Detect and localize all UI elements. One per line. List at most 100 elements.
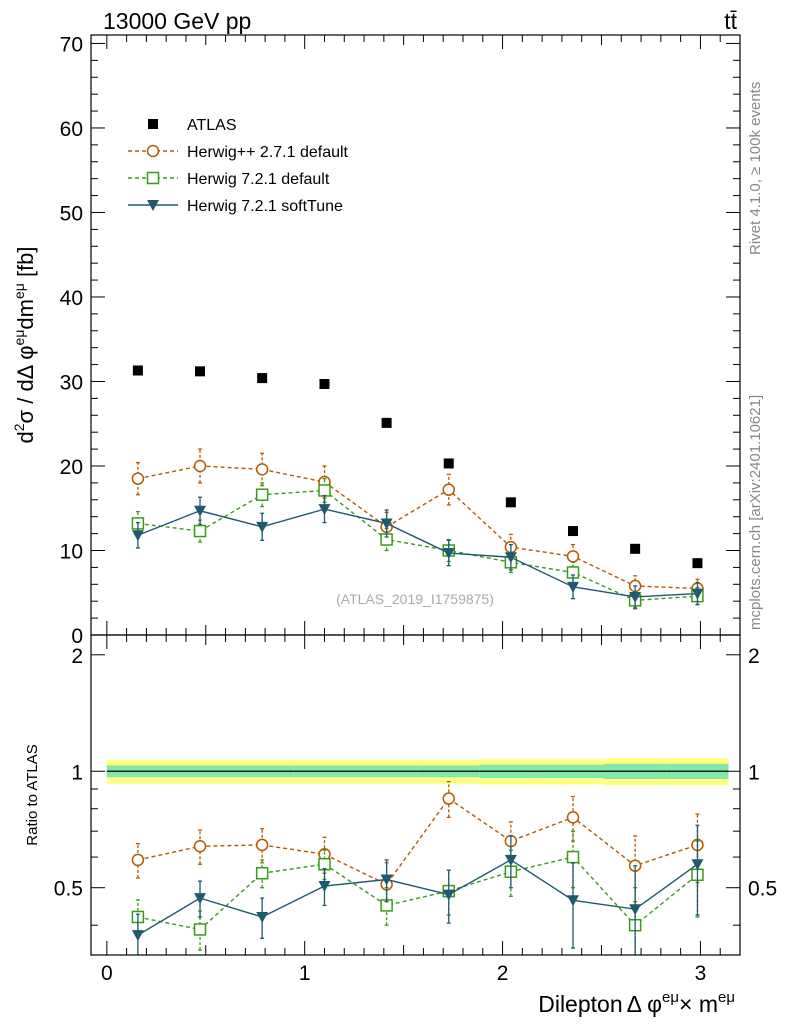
legend-item-softtune: Herwig 7.2.1 softTune bbox=[128, 198, 343, 215]
ratio-y-tick-label-right: 1 bbox=[748, 761, 760, 784]
process-label: tt̄ bbox=[724, 8, 737, 34]
data-point bbox=[442, 483, 455, 496]
data-point bbox=[255, 488, 269, 501]
ratio-uncertainty-band bbox=[106, 758, 729, 786]
ratio-y-tick-label: 2 bbox=[71, 645, 83, 668]
data-point bbox=[568, 526, 579, 537]
legend-label: Herwig 7.2.1 default bbox=[187, 171, 330, 188]
x-tick-label: 0 bbox=[101, 962, 113, 985]
ratio-data-point bbox=[193, 923, 207, 936]
legend-item-herwigpp: Herwig++ 2.7.1 default bbox=[128, 144, 349, 161]
data-point bbox=[442, 548, 455, 560]
legend-item-atlas: ATLAS bbox=[148, 117, 237, 134]
legend-label: Herwig++ 2.7.1 default bbox=[187, 144, 349, 161]
ratio-data-point bbox=[504, 854, 517, 866]
data-point bbox=[505, 497, 516, 508]
ratio-data-point bbox=[566, 811, 580, 824]
ratio-ylabel: Ratio to ATLAS bbox=[24, 744, 41, 845]
ratio-data-point bbox=[193, 839, 207, 853]
legend-label: Herwig 7.2.1 softTune bbox=[187, 198, 343, 215]
series-line bbox=[137, 508, 698, 598]
y-tick-label: 20 bbox=[60, 456, 83, 479]
data-point bbox=[381, 417, 392, 428]
series-herwigpp bbox=[131, 448, 704, 599]
data-point bbox=[692, 558, 703, 569]
legend-item-herwig721: Herwig 7.2.1 default bbox=[128, 171, 330, 188]
ratio-ticks: 0.5 0.5 1 1 2 2 0 1 2 3 bbox=[54, 635, 777, 985]
source-label: mcplots.cern.ch [arXiv:2401.10621] bbox=[747, 395, 764, 630]
main-ticks: 0 10 20 30 40 50 60 70 bbox=[60, 33, 740, 648]
y-tick-label: 70 bbox=[60, 33, 83, 56]
legend-marker bbox=[147, 200, 159, 211]
ratio-data-point bbox=[256, 912, 269, 924]
data-point bbox=[318, 484, 331, 497]
ratio-data-point bbox=[255, 838, 269, 852]
x-tick-label: 2 bbox=[497, 962, 509, 985]
ratio-panel: 0.5 0.5 1 1 2 2 0 1 2 3 Ratio to ATLAS Dilepton Δ … bbox=[24, 634, 777, 1017]
main-data-layer bbox=[131, 365, 704, 610]
ratio-data-point bbox=[629, 904, 642, 916]
data-point bbox=[257, 373, 268, 384]
y-tick-label: 40 bbox=[60, 287, 83, 310]
data-point bbox=[691, 588, 704, 600]
x-tick-label: 3 bbox=[695, 962, 707, 985]
data-point bbox=[566, 550, 580, 563]
data-point bbox=[443, 458, 454, 469]
data-point bbox=[195, 366, 206, 377]
data-point bbox=[629, 591, 642, 603]
ratio-series-line bbox=[137, 856, 698, 931]
x-tick-label: 1 bbox=[299, 962, 311, 985]
data-point bbox=[318, 504, 331, 516]
data-point bbox=[193, 459, 207, 473]
ratio-series-softtune bbox=[131, 824, 704, 955]
ratio-series-line bbox=[137, 859, 698, 936]
ratio-series-line bbox=[137, 797, 698, 886]
legend: ATLAS Herwig++ 2.7.1 default Herwig 7.2.1 … bbox=[128, 117, 349, 215]
data-point bbox=[567, 581, 580, 593]
energy-label: 13000 GeV pp bbox=[103, 8, 251, 34]
data-point bbox=[319, 379, 330, 390]
ratio-data-point bbox=[691, 859, 704, 871]
ratio-data-point bbox=[380, 874, 393, 886]
data-point bbox=[380, 518, 393, 530]
ratio-data-point bbox=[255, 866, 269, 880]
legend-label: ATLAS bbox=[187, 117, 237, 134]
y-tick-label: 30 bbox=[60, 371, 83, 394]
legend-marker bbox=[146, 144, 160, 158]
data-point bbox=[256, 521, 269, 533]
x-axis-label: Dilepton Δ φeμ× meμ bbox=[538, 989, 735, 1017]
data-point bbox=[194, 505, 207, 517]
series-line bbox=[137, 489, 698, 602]
series-line bbox=[137, 465, 698, 590]
y-tick-label: 50 bbox=[60, 202, 83, 225]
legend-marker bbox=[148, 119, 158, 129]
ratio-series-herwigpp bbox=[131, 780, 704, 910]
ratio-data-point bbox=[131, 853, 145, 867]
series-herwig721 bbox=[131, 478, 704, 610]
data-point bbox=[131, 530, 144, 542]
series-softtune bbox=[131, 494, 704, 609]
ratio-frame bbox=[90, 634, 741, 956]
y-tick-label: 10 bbox=[60, 540, 83, 563]
ratio-data-point bbox=[318, 881, 331, 893]
watermark: (ATLAS_2019_I1759875) bbox=[336, 591, 494, 607]
ratio-y-tick-label: 1 bbox=[71, 761, 83, 784]
ratio-y-tick-label: 0.5 bbox=[54, 878, 83, 901]
ratio-data-point bbox=[442, 792, 455, 805]
ratio-y-tick-label-right: 2 bbox=[748, 645, 760, 668]
y-tick-label: 0 bbox=[71, 625, 83, 648]
ratio-data-layer bbox=[131, 780, 704, 955]
ratio-data-point bbox=[567, 895, 580, 907]
data-point bbox=[131, 472, 145, 485]
data-point bbox=[255, 463, 269, 476]
data-point bbox=[630, 543, 641, 554]
ratio-data-point bbox=[131, 930, 144, 942]
main-panel: 0 10 20 30 40 50 60 70 (ATLAS_2019_I1759875) d2… bbox=[11, 33, 741, 648]
ratio-data-point bbox=[442, 889, 455, 901]
series-atlas bbox=[132, 365, 703, 569]
data-point bbox=[132, 365, 143, 376]
rivet-label: Rivet 4.1.0, ≥ 100k events bbox=[747, 82, 764, 255]
main-ylabel: d2σ / dΔ φeμdmeμ [fb] bbox=[11, 246, 38, 443]
data-point bbox=[193, 524, 207, 538]
ratio-y-tick-label-right: 0.5 bbox=[748, 878, 777, 901]
